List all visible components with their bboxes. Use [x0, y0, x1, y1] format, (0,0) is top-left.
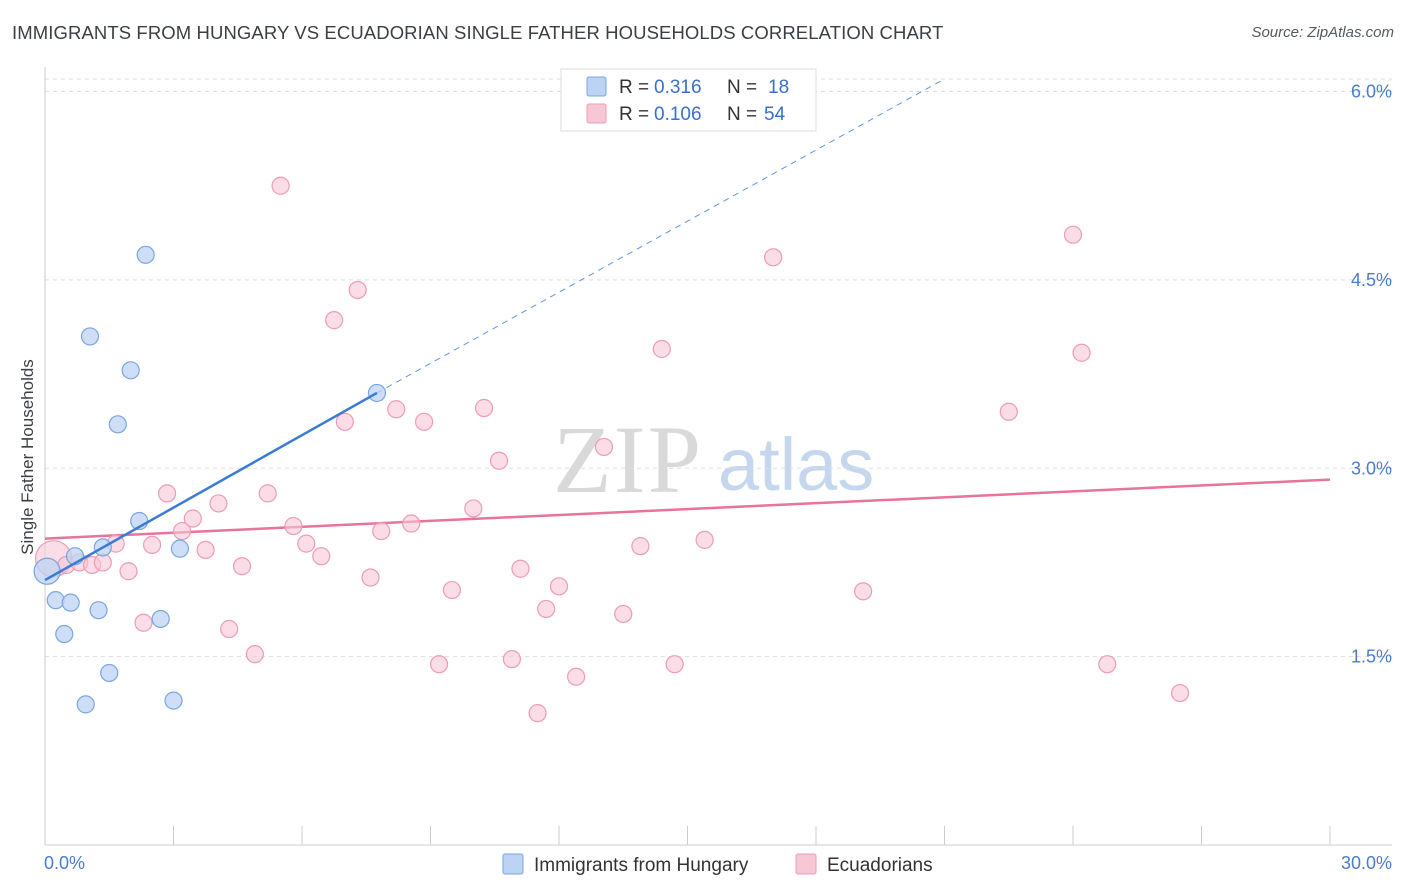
point-ecuadorians: [1098, 655, 1117, 674]
bottom-legend-swatch-hungary: [502, 853, 524, 875]
point-hungary: [76, 695, 95, 714]
point-ecuadorians: [549, 577, 569, 596]
point-ecuadorians: [1063, 225, 1083, 244]
axes: [44, 67, 1392, 846]
bottom-legend-swatch-ecuadorians: [795, 853, 817, 875]
point-ecuadorians: [594, 437, 614, 457]
y-tick-label: 3.0%: [1351, 458, 1392, 478]
point-ecuadorians: [93, 553, 112, 572]
point-ecuadorians: [464, 499, 483, 518]
point-ecuadorians: [1170, 683, 1190, 703]
point-hungary: [89, 601, 108, 620]
point-ecuadorians: [119, 562, 138, 581]
point-hungary: [100, 663, 119, 683]
watermark-atlas: atlas: [718, 423, 874, 506]
y-tick-label: 4.5%: [1351, 270, 1392, 290]
point-ecuadorians: [429, 655, 449, 674]
point-ecuadorians: [172, 521, 192, 541]
trend-line-hungary: [44, 391, 378, 582]
point-hungary: [80, 327, 100, 346]
point-ecuadorians: [142, 535, 162, 554]
point-ecuadorians: [134, 613, 153, 632]
point-ecuadorians: [442, 580, 462, 600]
point-ecuadorians: [245, 645, 264, 664]
legend-n-value-2: 54: [764, 104, 786, 125]
point-ecuadorians: [325, 311, 344, 330]
y-tick-label: 1.5%: [1351, 647, 1392, 667]
chart-title: IMMIGRANTS FROM HUNGARY VS ECUADORIAN SI…: [12, 22, 944, 43]
point-ecuadorians: [232, 557, 252, 576]
point-ecuadorians: [665, 655, 684, 674]
point-ecuadorians: [567, 667, 586, 686]
point-ecuadorians: [183, 509, 202, 528]
x-tick-label-min: 0.0%: [44, 853, 85, 873]
point-ecuadorians: [999, 402, 1018, 421]
point-ecuadorians: [402, 514, 421, 533]
point-ecuadorians: [387, 400, 406, 419]
point-ecuadorians: [764, 248, 783, 267]
point-ecuadorians: [631, 537, 650, 556]
point-ecuadorians: [284, 516, 303, 536]
point-ecuadorians: [335, 412, 354, 431]
x-tick-label-max: 30.0%: [1341, 853, 1392, 873]
point-ecuadorians: [372, 521, 391, 541]
trend-line-ecuadorians: [44, 478, 1331, 540]
legend: R = 0.316 N = 18 R = 0.106 N = 54: [560, 68, 817, 132]
point-ecuadorians: [258, 484, 277, 503]
point-ecuadorians: [196, 540, 215, 560]
legend-n-value-1: 18: [768, 77, 789, 98]
point-ecuadorians: [297, 534, 316, 553]
watermark: ZIP atlas: [553, 406, 874, 513]
legend-swatch-hungary: [586, 76, 607, 97]
point-hungary: [55, 624, 74, 644]
point-ecuadorians: [614, 604, 633, 624]
y-axis-label: Single Father Households: [18, 359, 37, 555]
data-points: [33, 176, 1190, 723]
point-ecuadorians: [209, 494, 228, 513]
point-ecuadorians: [361, 568, 380, 587]
point-ecuadorians: [348, 280, 367, 300]
point-ecuadorians: [1072, 343, 1091, 362]
point-ecuadorians: [474, 398, 494, 418]
y-tick-label: 6.0%: [1351, 82, 1392, 102]
legend-n-label-2: N =: [727, 104, 757, 125]
bottom-legend-label-ecuadorians: Ecuadorians: [827, 855, 933, 876]
point-ecuadorians: [271, 176, 290, 195]
legend-r-value-1: 0.316: [654, 77, 702, 98]
point-hungary: [46, 591, 65, 610]
tick-labels: 1.5% 3.0% 4.5% 6.0% 0.0% 30.0%: [44, 82, 1392, 873]
legend-r-label-1: R =: [619, 77, 649, 98]
point-ecuadorians: [220, 619, 239, 639]
point-ecuadorians: [652, 339, 671, 359]
point-ecuadorians: [537, 599, 556, 619]
point-hungary: [170, 539, 190, 558]
point-ecuadorians: [695, 530, 714, 549]
point-ecuadorians: [502, 650, 521, 669]
legend-swatch-ecuadorians: [586, 103, 607, 124]
point-ecuadorians: [157, 484, 177, 503]
point-hungary: [121, 361, 140, 380]
point-ecuadorians: [414, 412, 434, 431]
point-ecuadorians: [511, 559, 530, 578]
watermark-zip: ZIP: [553, 406, 703, 513]
point-hungary: [33, 557, 61, 585]
point-ecuadorians: [854, 582, 873, 601]
legend-r-label-2: R =: [619, 104, 649, 125]
point-ecuadorians: [489, 451, 509, 470]
point-hungary: [164, 691, 183, 710]
point-hungary: [108, 415, 127, 434]
source-label: Source: ZipAtlas.com: [1251, 24, 1394, 41]
bottom-legend-label-hungary: Immigrants from Hungary: [534, 855, 749, 876]
point-ecuadorians: [528, 704, 547, 723]
bottom-legend: Immigrants from Hungary Ecuadorians: [502, 853, 933, 876]
point-hungary: [151, 609, 170, 629]
point-hungary: [136, 245, 155, 264]
legend-n-label-1: N =: [727, 77, 757, 98]
legend-r-value-2: 0.106: [654, 104, 702, 125]
point-ecuadorians: [312, 547, 331, 566]
trend-lines: [44, 78, 1331, 540]
point-hungary: [61, 593, 80, 612]
trend-line-hungary-extension: [376, 78, 945, 394]
